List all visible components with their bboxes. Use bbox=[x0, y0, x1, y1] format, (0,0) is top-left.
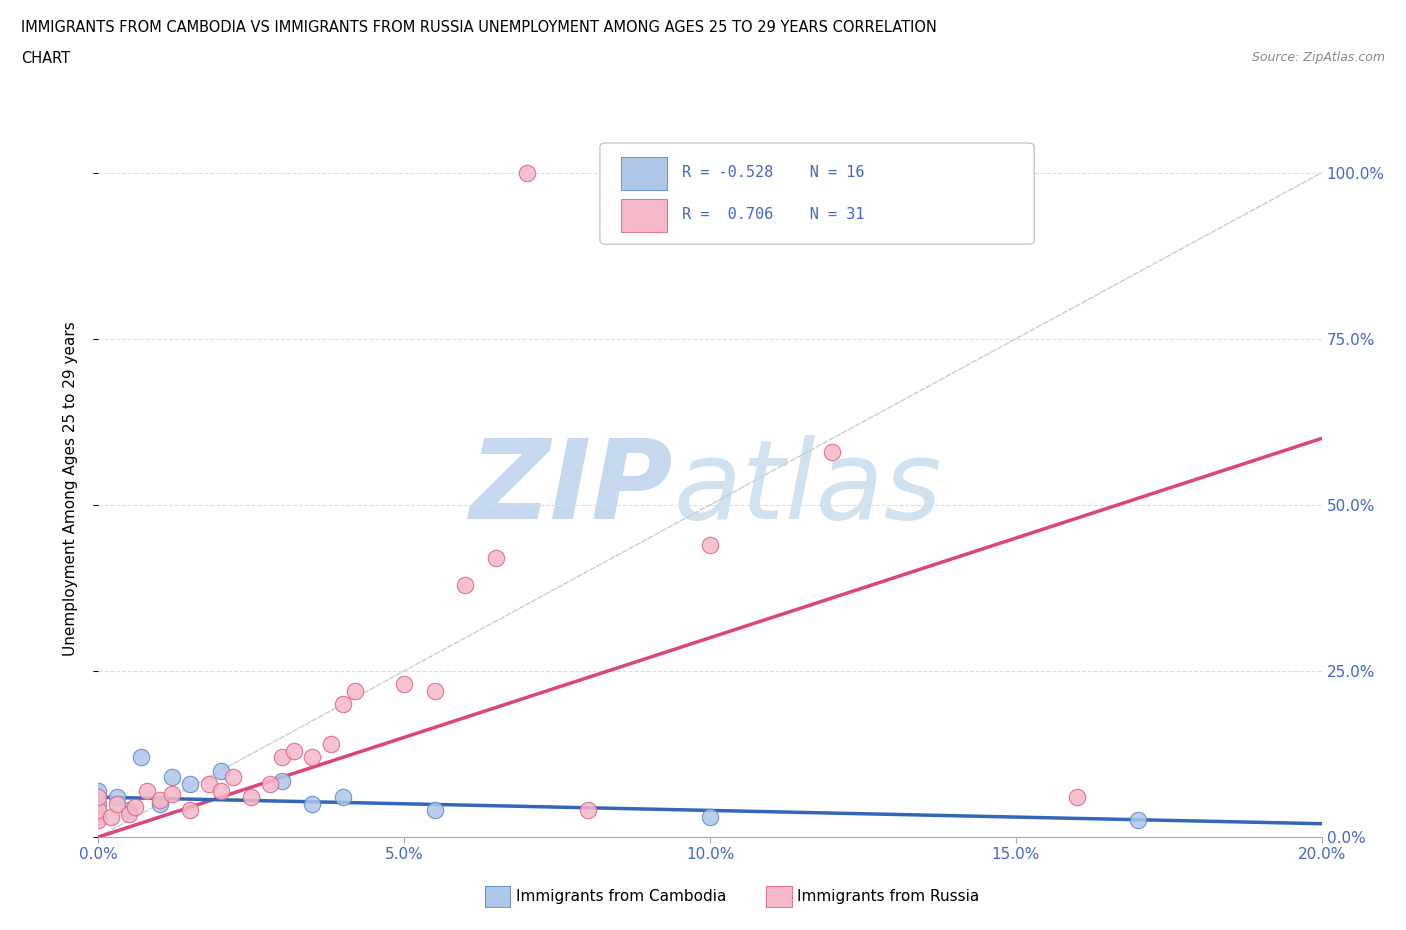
Point bbox=[222, 770, 245, 785]
Point bbox=[87, 796, 110, 811]
Point bbox=[270, 750, 292, 764]
Point bbox=[118, 803, 141, 817]
Point bbox=[160, 770, 183, 785]
Point bbox=[105, 796, 128, 811]
Point bbox=[87, 803, 110, 817]
Point bbox=[821, 445, 844, 459]
Point bbox=[516, 166, 538, 180]
Point bbox=[105, 790, 128, 804]
Point bbox=[283, 743, 305, 758]
Text: ZIP: ZIP bbox=[470, 434, 673, 542]
Point bbox=[197, 777, 219, 791]
Point bbox=[87, 810, 110, 825]
FancyBboxPatch shape bbox=[620, 157, 668, 191]
Point bbox=[332, 790, 354, 804]
FancyBboxPatch shape bbox=[620, 199, 668, 232]
Text: Immigrants from Russia: Immigrants from Russia bbox=[797, 889, 980, 904]
Point bbox=[87, 813, 110, 828]
Text: R =  0.706    N = 31: R = 0.706 N = 31 bbox=[682, 207, 865, 222]
Point bbox=[160, 787, 183, 802]
Point bbox=[209, 764, 232, 778]
Point bbox=[454, 578, 477, 592]
Point bbox=[179, 777, 201, 791]
Point bbox=[118, 806, 141, 821]
Point bbox=[124, 800, 146, 815]
Point bbox=[270, 773, 292, 788]
Point bbox=[699, 538, 721, 552]
Point bbox=[136, 783, 159, 798]
Point bbox=[240, 790, 263, 804]
Text: IMMIGRANTS FROM CAMBODIA VS IMMIGRANTS FROM RUSSIA UNEMPLOYMENT AMONG AGES 25 TO: IMMIGRANTS FROM CAMBODIA VS IMMIGRANTS F… bbox=[21, 20, 936, 35]
Point bbox=[332, 697, 354, 711]
Point bbox=[301, 750, 323, 764]
Point bbox=[87, 790, 110, 804]
Point bbox=[699, 810, 721, 825]
Point bbox=[100, 810, 122, 825]
Point bbox=[129, 750, 152, 764]
Text: CHART: CHART bbox=[21, 51, 70, 66]
Point bbox=[319, 737, 342, 751]
Y-axis label: Unemployment Among Ages 25 to 29 years: Unemployment Among Ages 25 to 29 years bbox=[63, 321, 77, 656]
Point bbox=[209, 783, 232, 798]
Point bbox=[149, 793, 172, 808]
Point bbox=[344, 684, 367, 698]
Point bbox=[423, 684, 446, 698]
Point bbox=[485, 551, 508, 565]
Point bbox=[1066, 790, 1088, 804]
Point bbox=[179, 803, 201, 817]
Text: atlas: atlas bbox=[673, 434, 942, 542]
Point bbox=[301, 796, 323, 811]
Point bbox=[259, 777, 281, 791]
Text: Immigrants from Cambodia: Immigrants from Cambodia bbox=[516, 889, 727, 904]
Point bbox=[423, 803, 446, 817]
FancyBboxPatch shape bbox=[600, 143, 1035, 245]
Text: Source: ZipAtlas.com: Source: ZipAtlas.com bbox=[1251, 51, 1385, 64]
Point bbox=[149, 796, 172, 811]
Text: R = -0.528    N = 16: R = -0.528 N = 16 bbox=[682, 166, 865, 180]
Point bbox=[576, 803, 599, 817]
Point bbox=[1128, 813, 1150, 828]
Point bbox=[87, 783, 110, 798]
Point bbox=[392, 677, 416, 692]
